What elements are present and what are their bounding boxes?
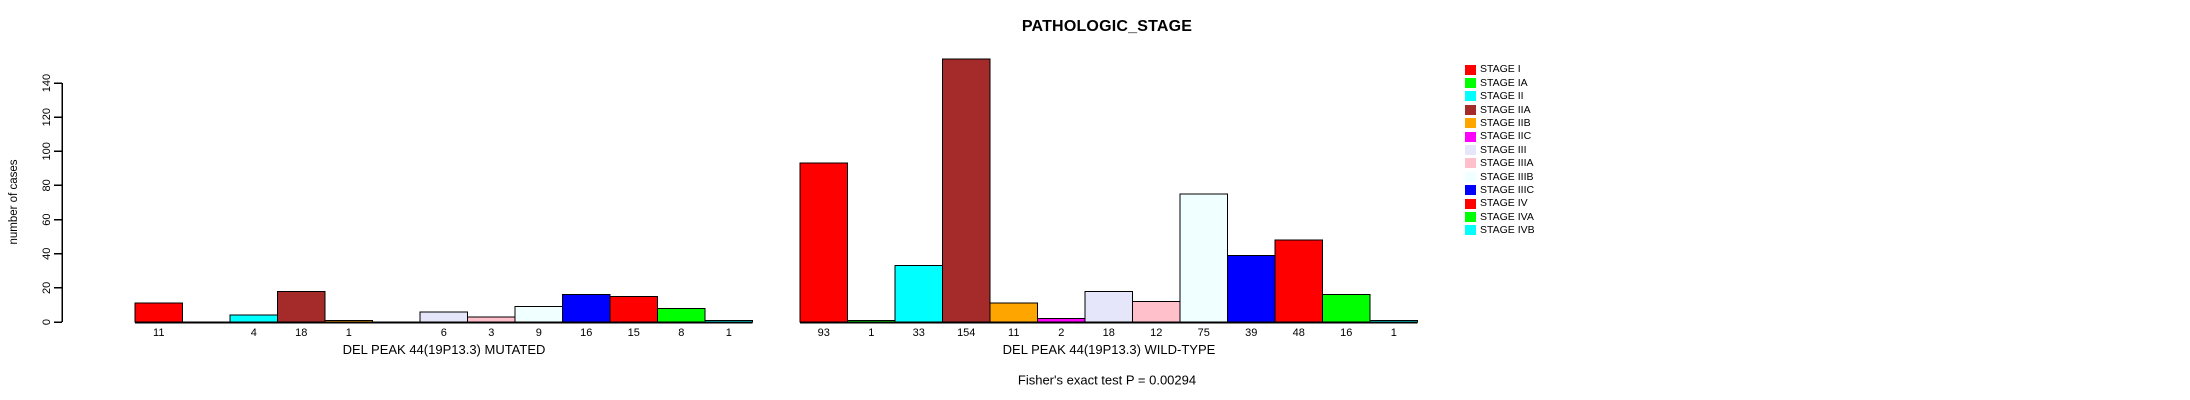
bar-stage-iia: [277, 290, 326, 323]
bar-count-label: 39: [1245, 327, 1257, 339]
bar-stage-ii: [229, 314, 278, 323]
legend-swatch: [1465, 78, 1476, 89]
bar-count-label: 18: [295, 327, 307, 339]
bar-stage-iia: [942, 58, 991, 323]
bar-count-label: 9: [536, 327, 542, 339]
legend-item: STAGE IIIB: [1465, 170, 1535, 183]
legend-label: STAGE IIIC: [1480, 183, 1535, 196]
bar-stage-ii: [894, 265, 943, 323]
bar-stage-i: [799, 162, 848, 323]
bar-stage-iiib: [514, 306, 563, 323]
legend-swatch: [1465, 211, 1476, 222]
legend-item: STAGE III: [1465, 143, 1535, 156]
chart-title: PATHOLOGIC_STAGE: [1021, 18, 1193, 35]
bar-stage-iiia: [467, 316, 516, 323]
legend-item: STAGE IV: [1465, 197, 1535, 210]
legend-swatch: [1465, 225, 1476, 236]
x-axis-label-mutated: DEL PEAK 44(19P13.3) MUTATED: [342, 342, 546, 357]
legend-swatch: [1465, 131, 1476, 142]
bar-count-label: 6: [441, 327, 447, 339]
legend-item: STAGE IIC: [1465, 130, 1535, 143]
bar-count-label: 1: [726, 327, 732, 339]
bar-count-label: 4: [251, 327, 257, 339]
y-axis-tick-label: 120: [41, 108, 53, 126]
legend-label: STAGE IIB: [1480, 117, 1531, 129]
bar-stage-iiic: [1227, 254, 1276, 323]
legend-label: STAGE IIA: [1480, 103, 1531, 116]
bar-count-label: 1: [1391, 327, 1397, 339]
bar-count-label: 16: [580, 327, 592, 339]
bar-count-label: 8: [678, 327, 684, 339]
bar-stage-i: [134, 302, 183, 323]
y-axis-tick-label: 20: [41, 282, 53, 294]
bar-stage-iv: [1274, 239, 1323, 323]
legend-item: STAGE IA: [1465, 76, 1535, 89]
bar-count-label: 154: [957, 327, 975, 339]
y-axis-tick-label: 140: [41, 74, 53, 92]
bar-stage-iiib: [1179, 193, 1228, 323]
legend-swatch: [1465, 145, 1476, 156]
legend-swatch: [1465, 64, 1476, 75]
x-axis-label-wildtype: DEL PEAK 44(19P13.3) WILD-TYPE: [1002, 342, 1216, 357]
legend-swatch: [1465, 91, 1476, 102]
legend-swatch: [1465, 198, 1476, 209]
bar-count-label: 48: [1293, 327, 1305, 339]
bar-stage-iib: [989, 302, 1038, 323]
legend-swatch: [1465, 171, 1476, 182]
bar-count-label: 11: [1008, 327, 1019, 339]
y-axis-tick-label: 0: [41, 319, 53, 325]
y-axis-tick-label: 60: [41, 213, 53, 225]
legend-item: STAGE IVA: [1465, 210, 1535, 223]
legend-label: STAGE IVA: [1480, 210, 1534, 223]
bar-stage-iva: [1322, 294, 1371, 323]
bar-count-label: 3: [488, 327, 494, 339]
legend-item: STAGE IVB: [1465, 224, 1535, 237]
y-axis-tick-label: 80: [41, 179, 53, 191]
bar-count-label: 33: [913, 327, 925, 339]
bar-count-label: 2: [1058, 327, 1064, 339]
bar-stage-iii: [419, 311, 468, 323]
legend-swatch: [1465, 185, 1476, 196]
legend-label: STAGE I: [1480, 63, 1521, 76]
bar-stage-iic: [1037, 318, 1086, 323]
bar-count-label: 75: [1198, 327, 1210, 339]
bar-stage-iiia: [1132, 301, 1181, 323]
legend-item: STAGE IIA: [1465, 103, 1535, 116]
bar-stage-iva: [657, 307, 706, 323]
legend: STAGE I STAGE IA STAGE II STAGE IIA STAGE II…: [1465, 63, 1535, 237]
legend-label: STAGE IA: [1480, 76, 1528, 89]
bar-count-label: 15: [628, 327, 640, 339]
y-axis-tick-label: 100: [41, 142, 53, 160]
bar-count-label: 93: [818, 327, 830, 339]
legend-label: STAGE IV: [1480, 197, 1528, 210]
legend-label: STAGE IIC: [1480, 130, 1532, 143]
bar-count-label: 12: [1150, 327, 1162, 339]
legend-item: STAGE IIB: [1465, 117, 1535, 130]
bar-count-label: 18: [1103, 327, 1115, 339]
bar-count-label: 11: [153, 327, 164, 339]
legend-label: STAGE II: [1480, 90, 1524, 103]
bar-stage-iiic: [562, 294, 611, 323]
legend-item: STAGE IIIA: [1465, 157, 1535, 170]
legend-label: STAGE IVB: [1480, 224, 1535, 237]
bar-stage-iv: [609, 295, 658, 323]
legend-label: STAGE IIIB: [1480, 170, 1534, 183]
bar-count-label: 1: [868, 327, 874, 339]
legend-swatch: [1465, 118, 1476, 129]
legend-swatch: [1465, 158, 1476, 169]
bar-count-label: 1: [346, 327, 352, 339]
bar-count-label: 16: [1340, 327, 1352, 339]
legend-item: STAGE I: [1465, 63, 1535, 76]
legend-item: STAGE IIIC: [1465, 184, 1535, 197]
bar-stage-iii: [1084, 290, 1133, 323]
legend-label: STAGE III: [1480, 143, 1527, 156]
legend-item: STAGE II: [1465, 90, 1535, 103]
legend-swatch: [1465, 104, 1476, 115]
fisher-test-annotation: Fisher's exact test P = 0.00294: [1017, 372, 1197, 388]
legend-label: STAGE IIIA: [1480, 157, 1534, 170]
y-axis-tick-label: 40: [41, 248, 53, 260]
